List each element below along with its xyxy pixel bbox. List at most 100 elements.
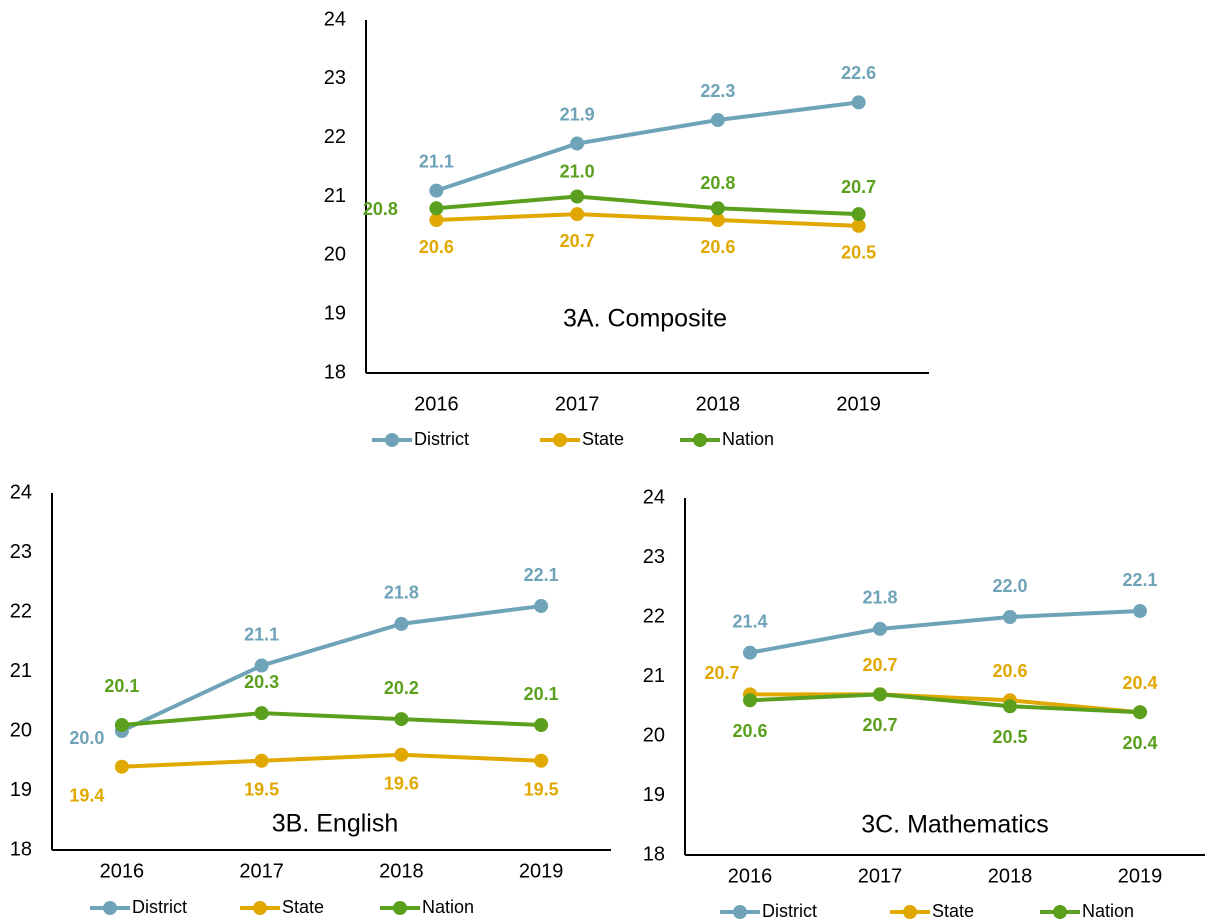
chart-title: 3A. Composite — [563, 305, 727, 333]
y-tick-label: 23 — [324, 67, 346, 89]
point — [1133, 705, 1147, 720]
data-label: 21.8 — [384, 583, 419, 603]
data-label: 22.6 — [841, 63, 876, 83]
x-tick-label: 2016 — [414, 393, 459, 415]
data-label: 20.6 — [700, 237, 735, 257]
series-line — [121, 711, 542, 728]
point — [851, 207, 866, 222]
chart-title: 3C. Mathematics — [861, 811, 1049, 839]
point — [1003, 699, 1017, 714]
point — [254, 753, 269, 768]
y-tick-label: 19 — [324, 302, 346, 324]
data-label: 22.0 — [992, 576, 1027, 596]
point — [851, 218, 866, 233]
data-label: 21.0 — [560, 161, 595, 181]
x-tick-label: 2016 — [728, 865, 773, 887]
y-tick-label: 19 — [643, 784, 665, 806]
y-tick-label: 23 — [10, 541, 32, 563]
point — [534, 718, 549, 733]
point — [710, 201, 725, 216]
legend-marker — [385, 433, 399, 447]
data-label: 22.1 — [1122, 570, 1157, 590]
y-tick-label: 20 — [10, 719, 32, 741]
point — [570, 136, 585, 151]
point — [570, 189, 585, 204]
point — [1003, 610, 1017, 624]
data-label: 22.3 — [700, 81, 735, 101]
point — [710, 113, 725, 128]
y-tick-label: 24 — [10, 481, 32, 503]
point — [873, 687, 887, 702]
point — [114, 759, 129, 774]
legend-label: District — [414, 429, 469, 449]
data-label: 20.6 — [992, 661, 1027, 681]
data-label: 21.9 — [560, 104, 595, 124]
point — [429, 201, 444, 216]
point — [394, 747, 409, 762]
legend-marker — [103, 901, 117, 915]
point — [873, 621, 887, 636]
legend-marker — [903, 905, 917, 919]
series-line — [435, 100, 859, 193]
y-tick-label: 22 — [10, 600, 32, 622]
data-label: 20.3 — [244, 672, 279, 692]
series-line — [436, 212, 859, 228]
y-tick-label: 20 — [324, 244, 346, 266]
x-tick-label: 2017 — [239, 860, 284, 882]
point — [743, 693, 757, 708]
data-label: 20.7 — [862, 655, 897, 675]
data-label: 20.8 — [363, 199, 398, 219]
data-label: 20.7 — [560, 231, 595, 251]
x-tick-label: 2019 — [1118, 865, 1163, 887]
series-line — [749, 692, 1141, 715]
data-label: 20.1 — [524, 684, 559, 704]
point — [1133, 604, 1147, 619]
legend-label: Nation — [722, 429, 774, 449]
y-tick-label: 22 — [643, 605, 665, 627]
series-line — [121, 604, 542, 733]
chart-title: 3B. English — [272, 810, 398, 838]
data-label: 20.2 — [384, 678, 419, 698]
x-tick-label: 2017 — [858, 865, 903, 887]
point — [743, 645, 757, 660]
data-label: 21.1 — [419, 151, 454, 171]
x-tick-label: 2017 — [555, 393, 600, 415]
legend-label: State — [582, 429, 624, 449]
x-tick-label: 2018 — [696, 393, 741, 415]
legend-marker — [393, 901, 407, 915]
legend-label: State — [282, 897, 324, 917]
data-label: 20.7 — [841, 177, 876, 197]
legend-marker — [1053, 905, 1067, 919]
point — [394, 712, 409, 727]
x-tick-label: 2018 — [379, 860, 424, 882]
data-label: 20.7 — [862, 715, 897, 735]
legend-label: District — [762, 901, 817, 921]
point — [710, 213, 725, 228]
data-label: 20.6 — [732, 721, 767, 741]
data-label: 22.1 — [524, 565, 559, 585]
y-tick-label: 21 — [10, 660, 32, 682]
y-tick-label: 18 — [324, 361, 346, 383]
x-tick-label: 2016 — [100, 860, 145, 882]
legend-marker — [733, 905, 747, 919]
series-line — [749, 609, 1141, 655]
y-tick-label: 23 — [643, 546, 665, 568]
data-label: 21.8 — [862, 588, 897, 608]
legend-label: Nation — [422, 897, 474, 917]
data-label: 20.8 — [700, 173, 735, 193]
data-label: 20.0 — [69, 728, 104, 748]
point — [394, 616, 409, 631]
data-label: 19.5 — [524, 780, 559, 800]
series-line — [121, 752, 542, 769]
point — [851, 95, 866, 110]
point — [534, 753, 549, 768]
legend-marker — [693, 433, 707, 447]
data-label: 20.7 — [704, 663, 739, 683]
y-tick-label: 21 — [324, 185, 346, 207]
legend-label: District — [132, 897, 187, 917]
point — [254, 658, 269, 673]
data-label: 19.6 — [384, 774, 419, 794]
x-tick-label: 2018 — [988, 865, 1033, 887]
y-tick-label: 21 — [643, 665, 665, 687]
